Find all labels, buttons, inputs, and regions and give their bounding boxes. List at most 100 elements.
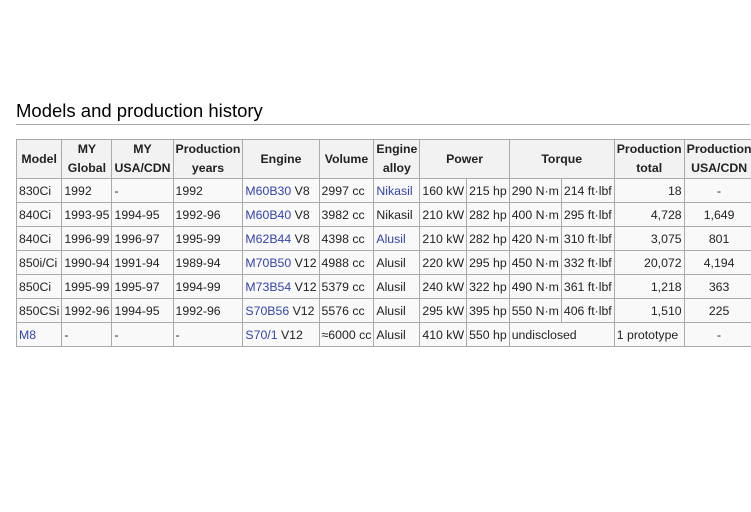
model-text: 850CSi xyxy=(19,303,60,318)
header-volume: Volume xyxy=(318,139,375,179)
prod_total-text: 3,075 xyxy=(650,231,682,246)
header-production-total: Production total xyxy=(613,139,685,179)
cell-my-usa: 1991-94 xyxy=(111,250,174,275)
hp-text: 282 hp xyxy=(469,207,507,222)
nm-text: 400 N·m xyxy=(511,207,559,222)
engine-link[interactable]: M60B40 xyxy=(245,207,292,222)
models-table: Model MY Global MY USA/CDN Production ye… xyxy=(15,139,751,347)
cell-volume: 2997 cc xyxy=(318,178,375,203)
header-power: Power xyxy=(419,139,510,179)
prod_years-text: 1994-99 xyxy=(175,279,221,294)
cell-ftlbf: 295 ft·lbf xyxy=(560,202,615,227)
cell-my-usa: - xyxy=(111,322,174,347)
cell-prod-usa: 1,649 xyxy=(683,202,751,227)
cell-prod-years: 1992-96 xyxy=(172,202,244,227)
alloy-link[interactable]: Alusil xyxy=(376,231,406,246)
cell-alloy: Alusil xyxy=(373,274,421,299)
engine-link[interactable]: S70/1 xyxy=(245,327,278,342)
cell-kw: 295 kW xyxy=(419,298,468,323)
engine-type: V12 xyxy=(294,279,317,294)
ftlbf-text: 332 ft·lbf xyxy=(563,255,612,270)
my_global-text: 1990-94 xyxy=(64,255,110,270)
cell-hp: 215 hp xyxy=(466,178,510,203)
cell-prod-total: 1,510 xyxy=(613,298,685,323)
cell-volume: ≈6000 cc xyxy=(318,322,375,347)
my_usa-text: 1991-94 xyxy=(114,255,160,270)
cell-nm: 420 N·m xyxy=(508,226,562,251)
cell-hp: 395 hp xyxy=(466,298,510,323)
cell-hp: 282 hp xyxy=(466,226,510,251)
cell-model[interactable]: M8 xyxy=(15,322,63,347)
my_global-text: 1992-96 xyxy=(64,303,110,318)
kw-text: 210 kW xyxy=(422,231,465,246)
nm-text: 290 N·m xyxy=(511,183,559,198)
cell-kw: 160 kW xyxy=(419,178,468,203)
cell-model: 850i/Ci xyxy=(15,250,63,275)
engine-link[interactable]: S70B56 xyxy=(245,303,290,318)
model-text: 850Ci xyxy=(19,279,52,294)
ftlbf-text: 214 ft·lbf xyxy=(563,183,612,198)
section-heading: Models and production history xyxy=(16,100,750,125)
cell-prod-usa: 801 xyxy=(683,226,751,251)
prod_total-text: 1,218 xyxy=(650,279,682,294)
my_usa-text: 1995-97 xyxy=(114,279,160,294)
cell-alloy[interactable]: Alusil xyxy=(373,226,421,251)
my_global-text: 1996-99 xyxy=(64,231,110,246)
hp-text: 550 hp xyxy=(469,327,507,342)
cell-my-usa: 1994-95 xyxy=(111,298,174,323)
cell-my-global: - xyxy=(61,322,113,347)
hp-text: 282 hp xyxy=(469,231,507,246)
cell-kw: 410 kW xyxy=(419,322,468,347)
my_global-text: - xyxy=(64,327,69,342)
cell-prod-usa: - xyxy=(683,322,751,347)
my_usa-text: 1996-97 xyxy=(114,231,160,246)
prod_years-text: 1989-94 xyxy=(175,255,221,270)
cell-prod-total: 20,072 xyxy=(613,250,685,275)
engine-link[interactable]: M70B50 xyxy=(245,255,292,270)
cell-engine: S70/1 V12 xyxy=(242,322,320,347)
prod_total-text: 1,510 xyxy=(650,303,682,318)
cell-hp: 550 hp xyxy=(466,322,510,347)
table-row: 850CSi 1992-96 1994-95 1992-96 S70B56 V12 557… xyxy=(15,298,751,323)
cell-alloy: Alusil xyxy=(373,250,421,275)
cell-volume: 3982 cc xyxy=(318,202,375,227)
cell-my-usa: 1994-95 xyxy=(111,202,174,227)
kw-text: 240 kW xyxy=(422,279,465,294)
alloy-link[interactable]: Nikasil xyxy=(376,183,413,198)
cell-alloy[interactable]: Nikasil xyxy=(373,178,421,203)
my_global-text: 1992 xyxy=(64,183,92,198)
cell-ftlbf: 361 ft·lbf xyxy=(560,274,615,299)
cell-prod-total: 3,075 xyxy=(613,226,685,251)
cell-ftlbf: 406 ft·lbf xyxy=(560,298,615,323)
engine-link[interactable]: M60B30 xyxy=(245,183,292,198)
alloy-text: Alusil xyxy=(376,279,406,294)
table-row: 840Ci 1993-95 1994-95 1992-96 M60B40 V8 3982 … xyxy=(15,202,751,227)
cell-prod-years: 1994-99 xyxy=(172,274,244,299)
model-link[interactable]: M8 xyxy=(19,327,37,342)
cell-hp: 295 hp xyxy=(466,250,510,275)
cell-model: 840Ci xyxy=(15,226,63,251)
hp-text: 295 hp xyxy=(469,255,507,270)
header-engine-alloy: Engine alloy xyxy=(373,139,421,179)
volume-text: 3982 cc xyxy=(321,207,365,222)
volume-text: ≈6000 cc xyxy=(321,327,372,342)
kw-text: 295 kW xyxy=(422,303,465,318)
cell-engine: M60B30 V8 xyxy=(242,178,320,203)
prod_usa-text: 801 xyxy=(708,231,730,246)
kw-text: 220 kW xyxy=(422,255,465,270)
engine-link[interactable]: M73B54 xyxy=(245,279,292,294)
cell-torque: undisclosed xyxy=(508,322,615,347)
cell-kw: 210 kW xyxy=(419,202,468,227)
kw-text: 160 kW xyxy=(422,183,465,198)
prod_years-text: 1995-99 xyxy=(175,231,221,246)
engine-link[interactable]: M62B44 xyxy=(245,231,292,246)
nm-text: 420 N·m xyxy=(511,231,559,246)
model-text: 840Ci xyxy=(19,231,52,246)
cell-alloy: Alusil xyxy=(373,322,421,347)
hp-text: 322 hp xyxy=(469,279,507,294)
my_usa-text: 1994-95 xyxy=(114,303,160,318)
cell-prod-years: 1992-96 xyxy=(172,298,244,323)
cell-prod-years: 1992 xyxy=(172,178,244,203)
cell-nm: 550 N·m xyxy=(508,298,562,323)
header-engine: Engine xyxy=(242,139,320,179)
